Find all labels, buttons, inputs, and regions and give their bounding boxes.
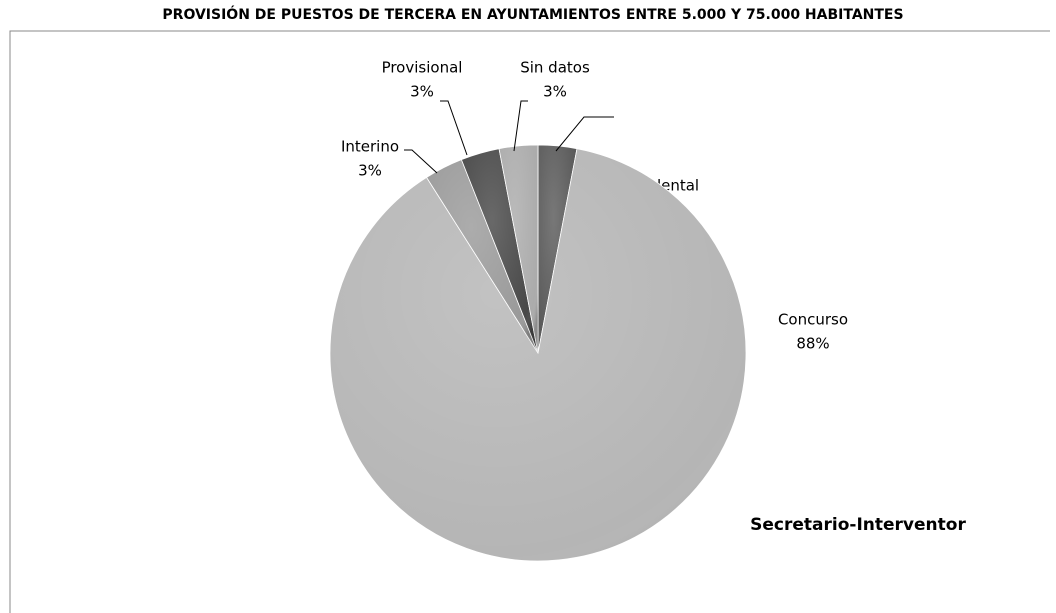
chart-title: PROVISIÓN DE PUESTOS DE TERCERA EN AYUNT… xyxy=(162,5,903,23)
leader-line xyxy=(440,100,468,156)
slice-value-label: 3% xyxy=(543,83,567,101)
slice-label: Provisional xyxy=(382,59,463,77)
annotation: Secretario-Interventor xyxy=(750,515,966,535)
slice-shade xyxy=(426,159,538,353)
slice-shade xyxy=(330,148,746,561)
slice-label: Concurso xyxy=(778,311,848,329)
slice-shade xyxy=(499,145,538,353)
slice-label: Interino xyxy=(341,138,399,156)
chart-frame xyxy=(9,30,1050,613)
slice-label: Sin datos xyxy=(520,59,590,77)
slice-shade xyxy=(461,148,538,353)
leader-line xyxy=(513,100,528,152)
leader-line xyxy=(404,149,438,174)
slice-value-label: 3% xyxy=(358,162,382,180)
slice-value-label: 3% xyxy=(410,83,434,101)
leader-line xyxy=(555,116,614,152)
slice-value-label: 88% xyxy=(796,335,829,353)
